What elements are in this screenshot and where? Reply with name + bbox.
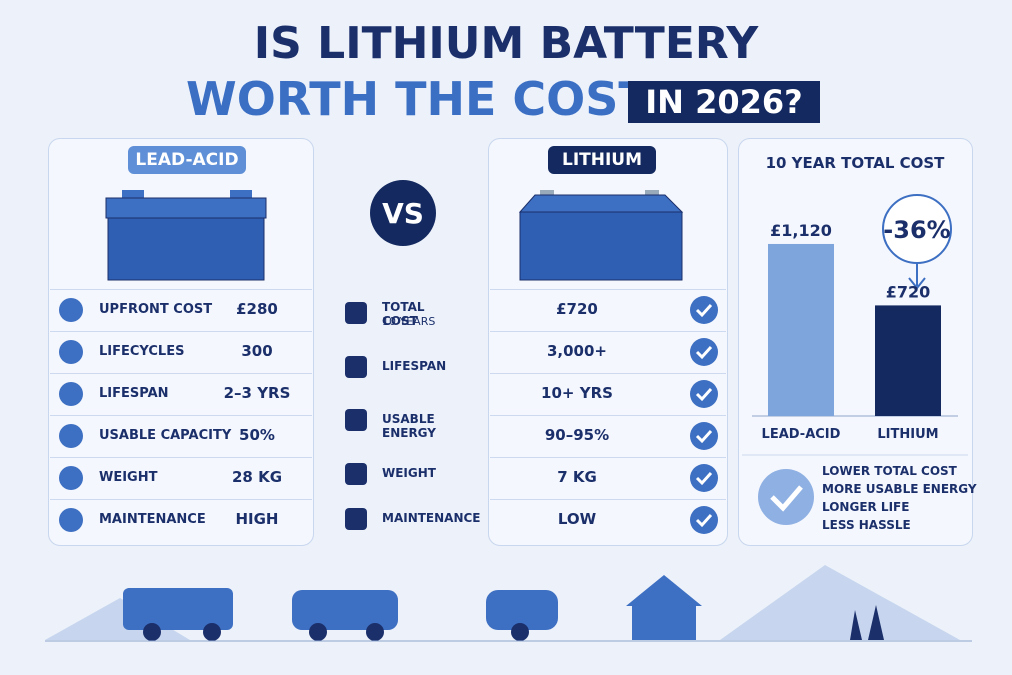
row-icon (59, 508, 83, 532)
row-icon (59, 424, 83, 448)
benefit: MORE USABLE ENERGY (822, 482, 977, 496)
lithium-label: LITHIUM (548, 146, 656, 174)
title-badge: IN 2026? (628, 81, 820, 123)
lead-acid-battery (105, 190, 267, 281)
row-value: 2–3 YRS (223, 384, 291, 402)
row-separator (50, 289, 312, 290)
bar-value-label: £720 (886, 282, 931, 301)
row-label: UPFRONT COST (99, 302, 213, 317)
middle-label: LIFESPAN (382, 359, 447, 373)
title-line1: IS LITHIUM BATTERY (253, 18, 759, 69)
bar-category: LEAD-ACID (762, 427, 841, 442)
middle-icon (345, 463, 367, 485)
bar (875, 305, 941, 416)
benefit: LONGER LIFE (822, 500, 910, 514)
lithium-value: 10+ YRS (541, 384, 613, 402)
lithium-value: 3,000+ (546, 342, 607, 360)
benefit-check (758, 469, 814, 525)
check-icon (690, 464, 718, 492)
lithium-value: 90–95% (544, 426, 610, 444)
row-value: 50% (239, 426, 275, 444)
lithium-battery (518, 190, 684, 281)
row-separator (490, 373, 726, 374)
lithium-value: LOW (557, 510, 597, 528)
middle-icon (345, 508, 367, 530)
middle-label: MAINTENANCE (382, 511, 481, 525)
lead-acid-label: LEAD-ACID (128, 146, 246, 174)
check-mark (695, 429, 713, 444)
bar (768, 243, 834, 416)
check-mark (695, 513, 713, 528)
check-icon (690, 422, 718, 450)
cost-chart-title: 10 YEAR TOTAL COST (766, 154, 946, 172)
middle-sublabel: 10 YEARS (382, 315, 436, 328)
bar-category: LITHIUM (877, 427, 938, 442)
middle-label: WEIGHT (382, 466, 436, 480)
row-separator (490, 457, 726, 458)
check-icon (690, 380, 718, 408)
row-icon (59, 298, 83, 322)
check-mark (695, 387, 713, 402)
check-mark (695, 303, 713, 318)
savings-annotation: -36% (883, 216, 950, 244)
row-separator (490, 289, 726, 290)
benefit-checkmark (770, 485, 803, 512)
title-line2: WORTH THE COST (186, 72, 650, 126)
row-separator (490, 415, 726, 416)
middle-label: USABLE ENERGY (382, 412, 436, 440)
row-label: MAINTENANCE (99, 512, 206, 527)
benefit: LOWER TOTAL COST (822, 464, 957, 478)
row-label: WEIGHT (99, 470, 158, 485)
row-value: HIGH (235, 510, 279, 528)
row-separator (50, 415, 312, 416)
row-separator (50, 373, 312, 374)
scenery (45, 565, 972, 642)
middle-icon (345, 409, 367, 431)
row-separator (50, 499, 312, 500)
row-icon (59, 466, 83, 490)
row-label: LIFECYCLES (99, 344, 185, 359)
middle-icon (345, 356, 367, 378)
row-separator (50, 331, 312, 332)
check-icon (690, 338, 718, 366)
lithium-value: 7 KG (557, 468, 597, 486)
row-icon (59, 382, 83, 406)
check-mark (695, 471, 713, 486)
row-icon (59, 340, 83, 364)
middle-label: TOTAL COST (382, 300, 425, 328)
row-separator (490, 499, 726, 500)
row-separator (490, 331, 726, 332)
row-label: LIFESPAN (99, 386, 169, 401)
row-value: 28 KG (231, 468, 283, 486)
row-value: £280 (236, 300, 278, 318)
benefit: LESS HASSLE (822, 518, 911, 532)
row-separator (50, 457, 312, 458)
bar-value-label: £1,120 (770, 221, 832, 240)
vs-circle (370, 180, 436, 246)
row-value: 300 (241, 342, 273, 360)
check-icon (690, 296, 718, 324)
middle-icon (345, 302, 367, 324)
lithium-value: £720 (556, 300, 598, 318)
row-label: USABLE CAPACITY (99, 428, 232, 443)
savings-arrow (908, 263, 926, 290)
vs-label: VS (382, 197, 424, 230)
check-icon (690, 506, 718, 534)
check-mark (695, 345, 713, 360)
